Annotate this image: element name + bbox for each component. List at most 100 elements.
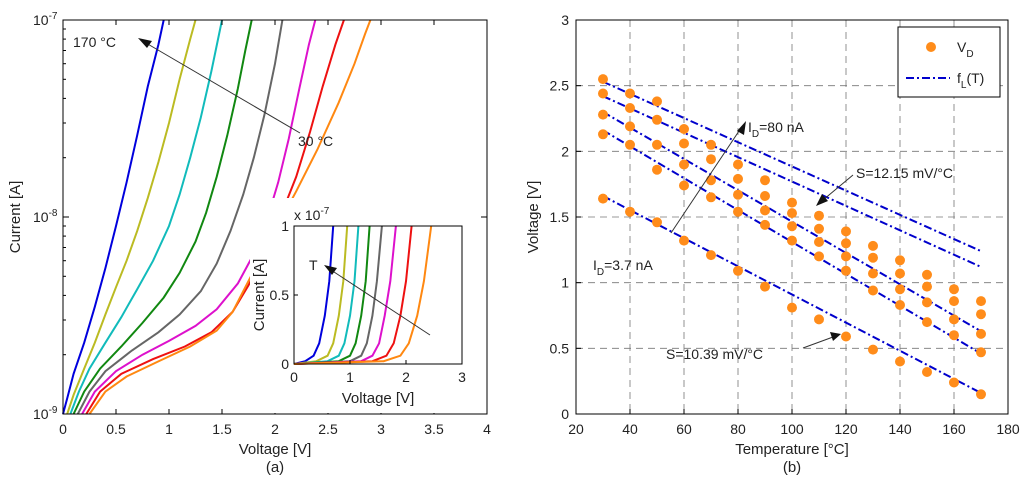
annotation-30c: 30 °C [298, 133, 333, 149]
data-point [868, 240, 878, 251]
data-point [949, 314, 959, 325]
data-point [598, 129, 608, 140]
legend-marker-label: VD [957, 39, 974, 60]
fit-line-1 [602, 80, 982, 253]
data-point [598, 109, 608, 120]
data-point [814, 223, 824, 234]
curve-150-c [66, 19, 197, 415]
panel-b-y-ticks: 0 0.5 1 1.5 2 2.5 3 [550, 12, 581, 422]
inset-y-scale-exp: -7 [320, 206, 329, 217]
inset-background [250, 198, 480, 413]
data-point [895, 268, 905, 279]
annotation-id-80na: ID=80 nA [748, 119, 805, 140]
slope-high-arrow-line [822, 174, 854, 201]
data-point [733, 206, 743, 217]
annotation-id-80na-sub: D [752, 129, 759, 140]
data-point [706, 139, 716, 150]
legend: VD fL(T) [897, 26, 1001, 98]
legend-box [897, 26, 1001, 98]
fit-line-5 [602, 195, 982, 394]
annotation-id-3-7na-post: =3.7 nA [604, 257, 653, 273]
panel-b-xtick-label: 20 [568, 421, 584, 437]
data-point [922, 317, 932, 328]
panel-b-ytick-label: 3 [561, 12, 569, 28]
legend-marker-base: V [957, 39, 967, 55]
data-point [652, 164, 662, 175]
data-point [976, 296, 986, 307]
panel-b-xtick-label: 100 [780, 421, 804, 437]
panel-b-ytick-label: 2.5 [550, 78, 570, 94]
temperature-arrow-line [145, 42, 301, 134]
inset-ytick-label: 0 [281, 356, 289, 372]
curve-70-c [81, 19, 317, 415]
panel-b: 20 40 60 80 100 120 140 160 180 0 0.5 1 1.5 2 2.5 3 Te… [525, 12, 1020, 476]
annotation-id-80na-pre: I [748, 119, 752, 135]
data-point [625, 139, 635, 150]
data-point [652, 114, 662, 125]
data-point [922, 269, 932, 280]
data-point [949, 330, 959, 341]
data-point [679, 138, 689, 149]
data-point [679, 124, 689, 134]
temperature-arrow-head [138, 38, 152, 48]
inset-y-scale-base: x 10 [294, 207, 321, 223]
annotation-slope-high: S=12.15 mV/°C [856, 165, 953, 181]
panel-b-caption: (b) [783, 459, 801, 476]
data-point [976, 389, 986, 400]
data-point [841, 265, 851, 276]
data-point [760, 205, 770, 216]
current-arrow-head [737, 121, 746, 135]
inset-x-ticks: 0 1 2 3 [290, 360, 466, 385]
data-point [733, 159, 743, 170]
data-point [841, 226, 851, 237]
data-point [814, 314, 824, 325]
panel-a-ytick-exp: -7 [49, 11, 58, 22]
data-point [814, 237, 824, 247]
panel-b-xtick-label: 60 [676, 421, 692, 437]
panel-a-ytick-base: 10 [33, 12, 49, 28]
data-point [598, 74, 608, 85]
annotation-id-80na-post: =80 nA [759, 119, 804, 135]
inset-xtick-label: 2 [402, 369, 410, 385]
data-point [706, 154, 716, 165]
curve-130-c [69, 19, 223, 415]
data-point [841, 238, 851, 249]
data-point [895, 300, 905, 310]
annotation-170c: 170 °C [73, 34, 116, 50]
panel-a-xtick-label: 2.5 [318, 421, 338, 437]
data-point [841, 331, 851, 342]
data-point [787, 235, 797, 246]
inset-xlabel: Voltage [V] [342, 390, 415, 407]
legend-line-sub: L [961, 80, 967, 91]
data-point [760, 175, 770, 186]
data-point [706, 175, 716, 186]
data-point [679, 159, 689, 170]
inset-curve-170-c [293, 225, 335, 365]
data-point [949, 296, 959, 307]
inset-series-group [293, 225, 433, 365]
data-point [706, 192, 716, 203]
data-point [976, 347, 986, 358]
data-point [679, 235, 689, 246]
curve-170-c [62, 19, 165, 415]
data-point [976, 328, 986, 339]
data-point [868, 252, 878, 263]
inset-ytick-label: 0.5 [270, 287, 290, 303]
data-point [949, 377, 959, 388]
data-point [733, 189, 743, 200]
data-point [652, 139, 662, 150]
legend-marker-swatch [926, 42, 936, 52]
panel-a-y-ticks: 10-910-810-7 [33, 11, 487, 422]
data-point [895, 255, 905, 266]
data-point [787, 302, 797, 313]
annotation-id-3-7na: ID=3.7 nA [593, 257, 653, 278]
panel-b-xtick-label: 120 [834, 421, 858, 437]
data-point [760, 191, 770, 201]
data-point [733, 265, 743, 276]
panel-b-xlabel: Temperature [°C] [735, 441, 849, 458]
panel-a-xtick-label: 1 [165, 421, 173, 437]
data-point [652, 96, 662, 107]
data-point [868, 268, 878, 279]
panel-b-ytick-label: 0.5 [550, 340, 570, 356]
